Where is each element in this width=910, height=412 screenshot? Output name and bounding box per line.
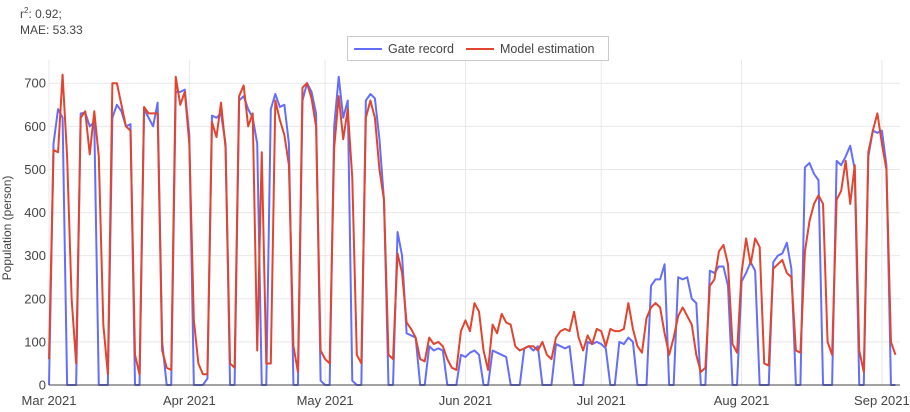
y-axis-label: Population (person) [0,176,14,281]
x-tick-label: Apr 2021 [163,393,216,408]
y-tick-label: 200 [24,291,46,306]
series-lines [48,73,897,386]
x-tick-label: May 2021 [297,393,354,408]
legend[interactable]: Gate record Model estimation [347,36,609,61]
legend-swatch-gate-record [354,47,382,50]
legend-swatch-model-estimation [466,47,495,50]
r2-value: : 0.92; [28,7,62,21]
legend-item-gate-record[interactable]: Gate record [354,42,454,56]
series-line-model-estimation [48,73,897,376]
x-tick-label: Sep 2021 [854,393,910,408]
legend-item-model-estimation[interactable]: Model estimation [466,42,595,56]
y-tick-label: 300 [24,248,46,263]
y-tick-label: 600 [24,119,46,134]
r2-stat: r2: 0.92; [20,3,83,22]
y-tick-label: 0 [39,378,46,393]
grid [48,60,900,385]
y-tick-label: 400 [24,205,46,220]
r2-superscript: 2 [24,6,29,15]
y-tick-label: 700 [24,76,46,91]
x-tick-label: Jun 2021 [439,393,493,408]
y-tick-label: 500 [24,162,46,177]
y-tick-label: 100 [24,334,46,349]
mae-stat: MAE: 53.33 [20,23,83,37]
legend-label-model-estimation: Model estimation [500,41,595,56]
x-tick-label: Aug 2021 [714,393,770,408]
r2-label: r [20,7,24,21]
legend-label-gate-record: Gate record [388,41,455,56]
x-tick-label: Jul 2021 [577,393,626,408]
axes: 0 100 200 300 400 500 600 700 Mar 2021 Apr 2021 Ma… [22,76,910,408]
x-tick-label: Mar 2021 [22,393,77,408]
fit-statistics: r2: 0.92; MAE: 53.33 [20,3,83,38]
